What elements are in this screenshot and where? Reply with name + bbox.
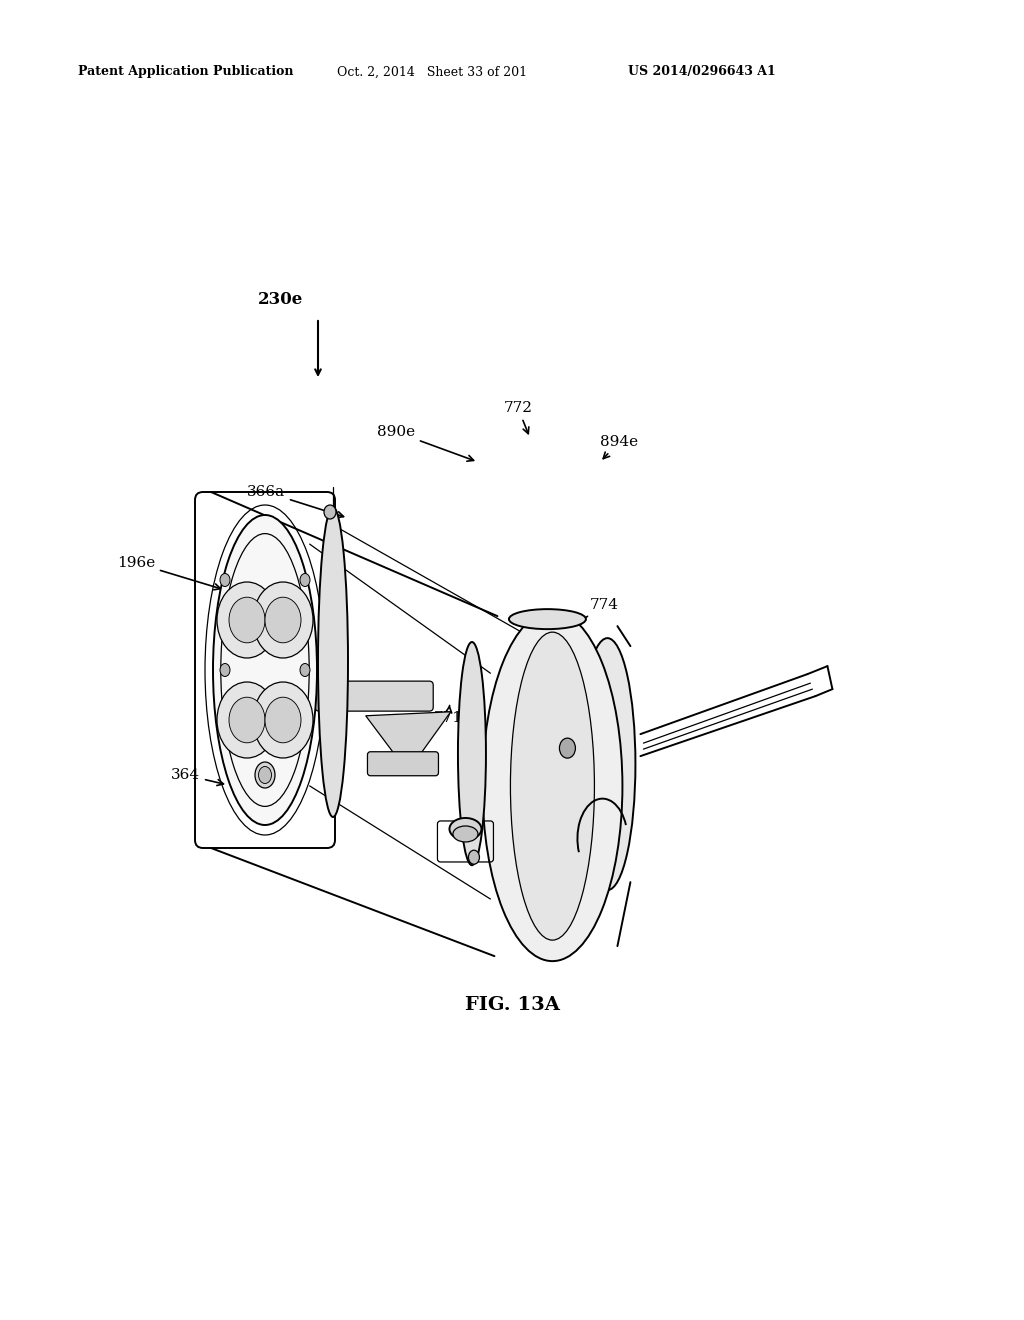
Text: 230e: 230e [258,292,303,309]
Text: 196e: 196e [117,556,220,590]
Ellipse shape [253,582,313,657]
Text: 890e: 890e [377,425,474,461]
Ellipse shape [253,682,313,758]
Ellipse shape [265,597,301,643]
Ellipse shape [265,697,301,743]
Ellipse shape [300,664,310,676]
Ellipse shape [559,738,575,758]
Ellipse shape [509,609,586,630]
Ellipse shape [220,573,230,586]
Ellipse shape [482,611,623,961]
Text: 364: 364 [171,768,223,785]
Ellipse shape [324,506,336,519]
Text: US 2014/0296643 A1: US 2014/0296643 A1 [628,66,776,78]
Ellipse shape [258,767,271,784]
Ellipse shape [453,826,478,842]
Ellipse shape [217,582,278,657]
Text: FIG. 13A: FIG. 13A [465,997,559,1014]
Text: 772: 772 [504,401,532,434]
Text: 771: 771 [433,705,463,725]
Text: Patent Application Publication: Patent Application Publication [78,66,294,78]
Text: Oct. 2, 2014   Sheet 33 of 201: Oct. 2, 2014 Sheet 33 of 201 [337,66,527,78]
Text: 366a: 366a [247,484,344,517]
Text: 774: 774 [573,598,618,626]
Text: 366b: 366b [537,657,597,677]
Ellipse shape [458,642,486,865]
Ellipse shape [318,507,348,817]
Ellipse shape [220,664,230,676]
Ellipse shape [229,697,265,743]
Ellipse shape [468,850,479,865]
Ellipse shape [213,515,317,825]
Ellipse shape [229,597,265,643]
FancyBboxPatch shape [368,752,438,776]
Ellipse shape [510,632,594,940]
Ellipse shape [300,573,310,586]
Ellipse shape [580,638,636,890]
Ellipse shape [450,818,481,840]
Ellipse shape [255,762,275,788]
Polygon shape [366,711,451,772]
Ellipse shape [217,682,278,758]
FancyBboxPatch shape [315,681,433,711]
Text: 894e: 894e [600,436,638,458]
